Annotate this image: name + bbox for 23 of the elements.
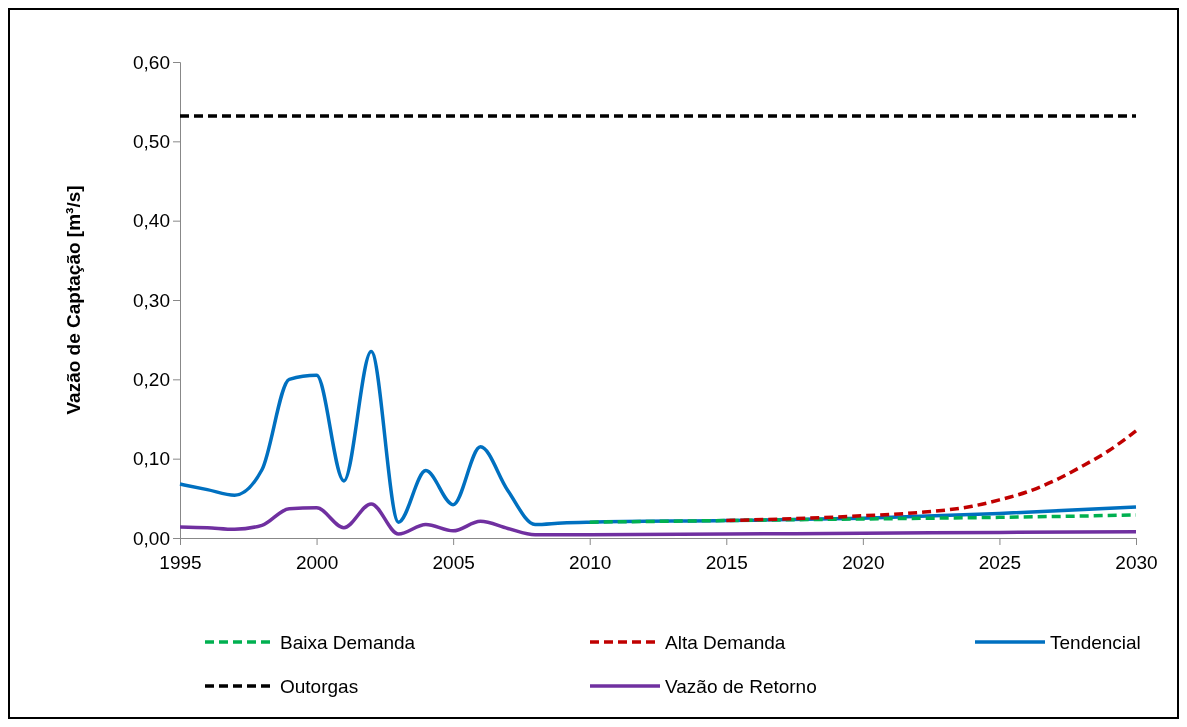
legend-label: Outorgas (280, 675, 359, 697)
y-tick-label: 0,60 (133, 51, 170, 73)
legend-label: Tendencial (1050, 631, 1141, 653)
x-tick-label: 2010 (569, 551, 612, 573)
y-tick-label: 0,10 (133, 448, 170, 470)
x-tick-label: 2005 (432, 551, 475, 573)
y-tick-label: 0,50 (133, 130, 170, 152)
legend-label: Alta Demanda (665, 631, 786, 653)
x-tick-label: 2020 (842, 551, 885, 573)
line-series (178, 502, 1138, 537)
y-tick-label: 0,20 (133, 368, 170, 390)
legend-label: Baixa Demanda (280, 631, 416, 653)
line-series (724, 429, 1138, 523)
x-tick-label: 2025 (978, 551, 1022, 573)
y-tick-label: 0,40 (133, 210, 170, 232)
legend-label: Vazão de Retorno (665, 675, 817, 697)
y-axis-title: Vazão de Captação [m³/s] (63, 185, 84, 415)
x-tick-label: 2000 (295, 551, 339, 573)
x-tick-label: 2015 (705, 551, 748, 573)
y-tick-label: 0,00 (133, 527, 170, 549)
x-tick-label: 1995 (159, 551, 202, 573)
y-tick-label: 0,30 (133, 289, 170, 311)
x-tick-label: 2030 (1115, 551, 1158, 573)
